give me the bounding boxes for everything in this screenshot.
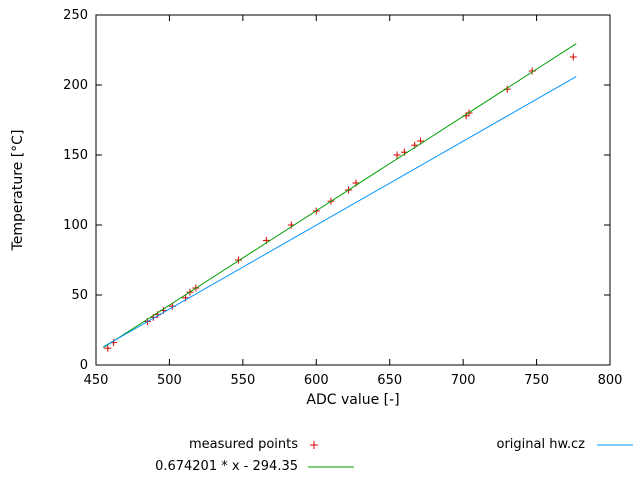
y-axis-title: Temperature [°C] [10,129,26,251]
legend-sample-plus-marker [310,441,318,449]
plot-frame [95,14,611,366]
legend-label-original-hwcz: original hw.cz [496,437,585,452]
x-tick-label: 500 [157,373,182,388]
x-tick-label: 800 [598,373,623,388]
legend-sample-blue-line [597,444,633,446]
y-tick-label: 250 [63,8,88,23]
legend-sample-green-line [308,466,354,468]
y-tick-label: 50 [71,288,88,303]
y-tick-label: 200 [63,78,88,93]
x-tick-label: 550 [230,373,255,388]
x-axis-title: ADC value [-] [306,392,400,408]
x-tick-label: 750 [524,373,549,388]
y-tick-label: 100 [63,218,88,233]
x-tick-label: 700 [451,373,476,388]
plot-area: 450 500 550 600 650 700 750 800 0 50 100 150 200 250 [63,8,623,388]
y-tick-label: 0 [80,358,88,373]
series-line [103,76,577,348]
legend-label-measured-points: measured points [188,437,298,452]
x-tick-label: 650 [377,373,402,388]
x-tick-label: 450 [84,373,109,388]
legend-label-fit-equation: 0.674201 * x - 294.35 [155,459,298,474]
y-tick-label: 150 [63,148,88,163]
series-line [103,43,577,349]
x-tick-label: 600 [304,373,329,388]
